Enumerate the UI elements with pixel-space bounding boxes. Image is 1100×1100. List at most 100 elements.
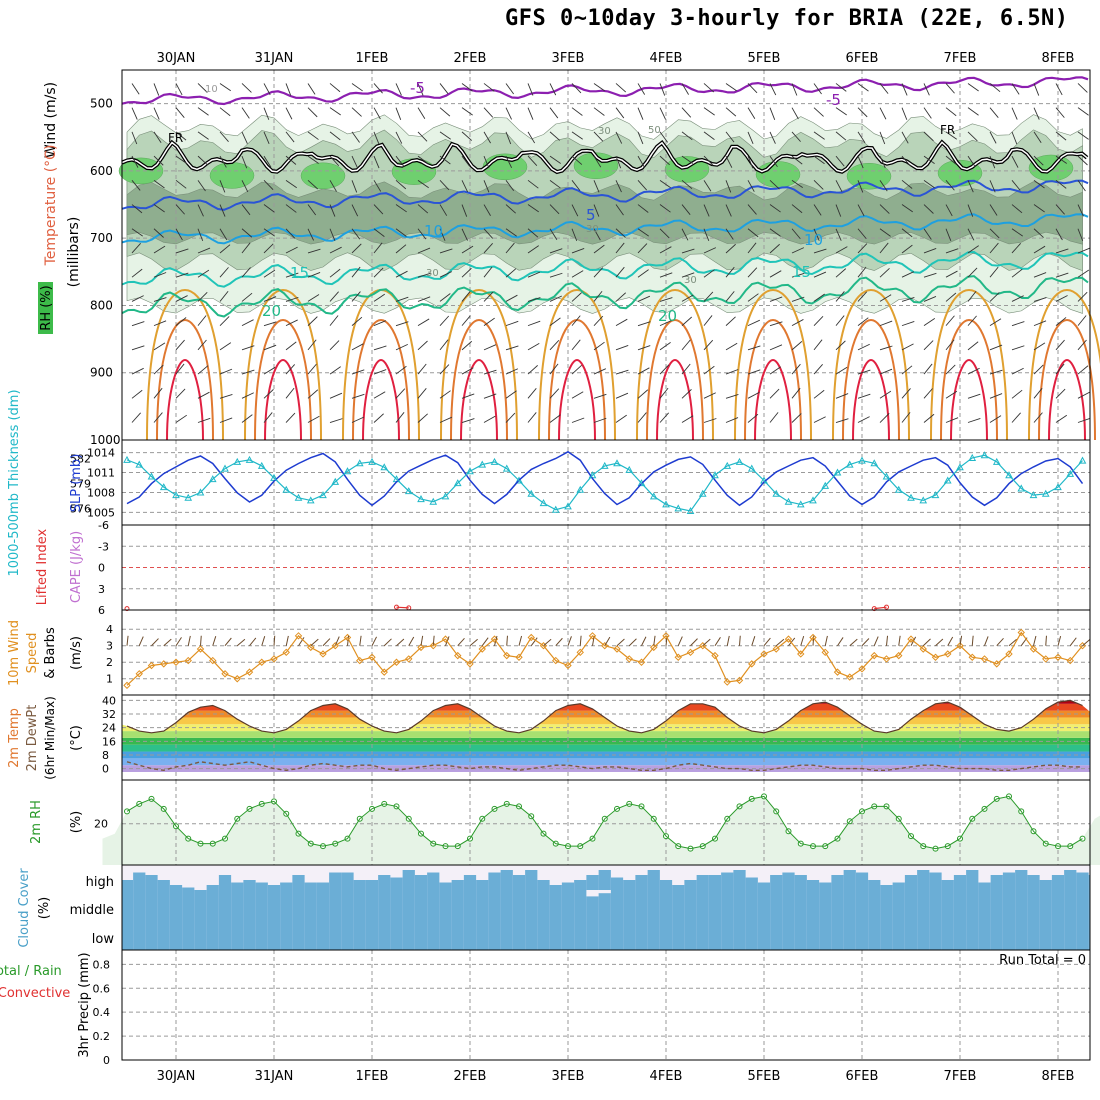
slp-point — [282, 485, 291, 493]
rh-blob-90 — [209, 162, 255, 189]
cloud-bar — [243, 922, 256, 950]
cloud-bar — [659, 880, 673, 890]
wind-barb — [703, 339, 714, 351]
wind-barb — [285, 364, 296, 375]
cloud-bar — [206, 922, 219, 950]
wind-barb — [747, 180, 755, 192]
cloud-bar — [378, 922, 391, 950]
wind-barb — [329, 366, 341, 375]
cloud-bar — [696, 890, 709, 922]
rh2m-point — [124, 808, 130, 815]
wind-barb — [505, 242, 515, 254]
wind-barb — [549, 414, 561, 423]
wind-barb — [329, 131, 341, 141]
wind-barb — [967, 155, 976, 168]
cloud-bar — [819, 882, 832, 890]
wind-barb — [681, 131, 693, 141]
wind-barb — [417, 318, 430, 327]
wind-barb — [835, 131, 847, 141]
temp-ylabel-2: 2m DewPt — [25, 705, 40, 772]
wind-barb-10m — [530, 637, 538, 647]
wind-barb — [483, 107, 494, 118]
cloud-bar — [169, 890, 183, 922]
wind-barb — [263, 366, 276, 375]
top-date-label: 30JAN — [157, 51, 196, 66]
slp-point — [576, 485, 585, 493]
cloud-bar — [586, 875, 599, 890]
cloud-bar — [427, 922, 440, 950]
wind-barb — [945, 204, 953, 217]
wind-barb — [439, 180, 450, 191]
wind-barb — [351, 131, 360, 143]
cloud-bar — [500, 890, 513, 922]
thickness-tick: 582 — [70, 453, 91, 466]
wind-barb-10m — [616, 638, 625, 647]
wind-barb — [395, 107, 402, 120]
wind-barb — [461, 291, 471, 302]
wind-barb — [989, 266, 999, 278]
top-date-label: 31JAN — [255, 51, 294, 66]
wind-barb — [439, 155, 451, 165]
wind-barb — [417, 204, 429, 214]
cloud-bar — [1088, 875, 1090, 890]
bottom-date-label: 3FEB — [552, 1069, 585, 1084]
slp-point — [1054, 483, 1062, 491]
cloud-bar — [586, 896, 599, 922]
wind-barb-10m — [200, 635, 202, 646]
cloud-bar — [122, 922, 134, 950]
cloud-bar — [880, 885, 893, 890]
cloud-bar — [757, 882, 771, 890]
wind-barb — [681, 339, 691, 351]
wind-barb-10m — [543, 638, 552, 647]
wind-barb — [395, 270, 408, 278]
wind-barb — [813, 339, 823, 351]
cloud-bar — [182, 922, 195, 950]
wind-barb — [637, 204, 649, 213]
wind-barb-10m — [481, 637, 489, 647]
cloud-bar — [365, 922, 379, 950]
wind-barb — [175, 363, 185, 375]
wind-barb — [175, 317, 187, 326]
wind-barb — [175, 228, 183, 241]
wind-barb — [527, 83, 534, 96]
wind-barb — [439, 228, 446, 241]
slp-point — [319, 491, 327, 499]
wind-barb — [219, 290, 229, 302]
wind-barb — [615, 392, 629, 399]
cloud-bar — [157, 890, 170, 922]
contour-label-freezing: FR — [940, 123, 955, 137]
cloud-bar — [561, 922, 575, 950]
cloud-bar — [292, 890, 305, 922]
wind-barb — [967, 107, 979, 116]
pressure-tick-label: 1000 — [90, 433, 121, 447]
wind-barb — [989, 180, 996, 193]
cloud-bar — [806, 890, 820, 922]
wind-barb — [1011, 204, 1023, 214]
wind-point — [907, 635, 915, 643]
wind-barb — [813, 389, 825, 399]
cloud-bar — [476, 880, 489, 890]
wind-barb — [923, 204, 934, 214]
cloud-bar — [953, 922, 967, 950]
wind-barb — [197, 339, 207, 351]
wind-barb — [527, 388, 537, 399]
wind-barb — [153, 155, 164, 166]
cloud-bar — [1039, 890, 1052, 922]
wind-barb — [329, 228, 336, 241]
wind-barb — [835, 246, 848, 254]
wind-barb — [1033, 107, 1040, 120]
wind-barb-10m — [310, 638, 319, 647]
cloud-bar — [133, 872, 146, 890]
wind-barb — [1077, 204, 1084, 217]
cloud-bar — [1088, 922, 1090, 950]
temp-contour-warm — [146, 288, 224, 441]
wind-ylabel-1: 10m Wind — [7, 620, 22, 686]
cloud-bar — [451, 922, 464, 950]
cloud-bar — [635, 875, 648, 890]
wind-barb — [527, 320, 541, 327]
wind-barb — [747, 293, 759, 302]
wind-barb — [373, 320, 387, 327]
wind-barb — [725, 369, 739, 375]
cloud-bar — [598, 870, 611, 890]
cloud-bar — [402, 890, 415, 922]
